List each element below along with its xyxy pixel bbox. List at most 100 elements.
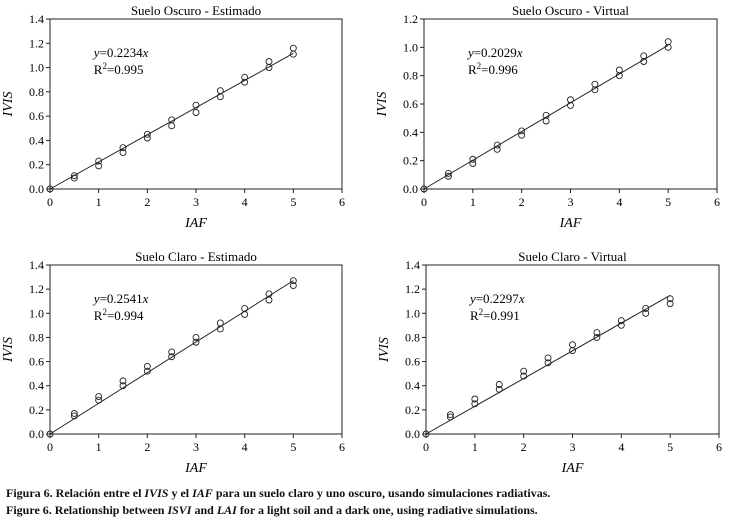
y-tick-label: 1.2 [29,282,44,296]
y-tick-label: 0.4 [29,379,44,393]
x-tick-label: 4 [616,195,622,209]
x-axis-label: IAF [184,216,207,231]
x-tick-label: 5 [667,440,673,454]
y-tick-label: 0.4 [29,133,44,147]
regression-line [423,44,669,190]
x-tick-label: 0 [47,195,53,209]
data-point [446,413,454,421]
caption-es-term1: IVIS [144,486,169,500]
data-point [471,395,479,403]
data-point [46,430,54,438]
y-tick-label: 0.2 [29,158,44,172]
y-tick-label: 0.8 [29,330,44,344]
y-tick-label: 0.2 [29,403,44,417]
data-point [520,372,528,380]
data-point [95,157,103,165]
data-point [70,410,78,417]
x-tick-label: 2 [144,440,150,454]
x-tick-label: 3 [570,440,576,454]
y-axis-label: IVIS [1,92,16,118]
data-point [241,305,249,312]
x-tick-label: 6 [339,440,345,454]
y-tick-label: 0.6 [405,355,420,369]
y-tick-label: 1.2 [405,282,420,296]
regression-equation: y=0.2234x [92,45,149,60]
y-tick-label: 0.8 [403,69,418,83]
data-point [642,309,650,317]
y-tick-label: 1.0 [29,306,44,320]
data-point [615,66,623,74]
data-point [446,411,454,419]
x-tick-label: 6 [339,195,345,209]
data-point [569,341,576,349]
chart-panel-2: Suelo Oscuro - Virtual 0 1 2 3 4 5 6 0.0 0.2 0.4 0.… [375,3,720,231]
data-point [119,149,127,157]
y-tick-label: 0.6 [29,355,44,369]
y-tick-label: 1.4 [29,258,44,272]
regression-equation: y=0.2029x [466,45,523,60]
y-tick-label: 1.0 [403,40,418,54]
y-tick-label: 0.0 [29,427,44,441]
x-tick-label: 0 [47,440,53,454]
y-tick-label: 1.4 [405,258,420,272]
x-tick-label: 3 [193,440,199,454]
x-tick-label: 4 [242,195,248,209]
y-tick-label: 1.4 [29,12,44,26]
data-point [666,300,674,308]
data-point [168,122,176,130]
chart-title: Suelo Oscuro - Estimado [131,3,261,18]
caption-es-mid: y el [168,486,193,500]
regression-equation: y=0.2541x [92,291,149,306]
data-point [95,393,103,401]
regression-line [49,52,294,190]
data-point [192,101,200,109]
caption-en-term2: LAI [216,503,237,517]
data-point [520,367,528,375]
data-point [119,144,127,152]
data-point [617,321,625,329]
data-point [289,277,297,285]
caption-es-suffix: para un suelo claro y uno oscuro, usando… [212,486,551,500]
y-axis-label: IVIS [1,337,16,363]
chart-panel-1: Suelo Oscuro - Estimado 0 1 2 3 4 5 6 0.0 0.2 0.4 0… [1,3,345,231]
r-squared-label: R2=0.995 [94,61,144,77]
data-point [265,290,273,298]
data-point [444,169,452,177]
data-point [265,296,273,304]
data-point [593,333,601,341]
chart-title: Suelo Claro - Estimado [135,249,257,264]
chart-title: Suelo Oscuro - Virtual [512,3,629,18]
x-tick-label: 5 [290,195,296,209]
data-point [469,155,477,163]
data-point [265,58,273,65]
data-point [216,319,224,327]
x-tick-label: 5 [665,195,671,209]
caption-es-term2: IAF [192,486,213,500]
data-point [143,362,151,370]
regression-equation: y=0.2297x [468,291,525,306]
caption-english: Figure 6. Relationship between ISVI and … [6,503,538,518]
data-point [544,359,552,367]
y-axis-label: IVIS [377,337,392,363]
chart-panel-4: Suelo Claro - Virtual 0 1 2 3 4 5 6 0.0 0.2 0.4 0.6… [377,249,722,476]
data-point [567,96,574,104]
data-point [70,174,78,182]
data-point [168,116,176,124]
data-point [95,162,103,170]
x-tick-label: 6 [716,440,722,454]
data-point [168,353,176,361]
x-axis-label: IAF [561,461,584,476]
data-point [70,412,78,420]
x-tick-label: 3 [568,195,574,209]
x-tick-label: 2 [521,440,527,454]
x-tick-label: 1 [96,440,102,454]
data-point [444,172,452,180]
y-tick-label: 0.6 [403,97,418,111]
caption-en-term1: ISVI [167,503,192,517]
x-tick-label: 6 [714,195,720,209]
data-point [192,333,200,341]
x-axis-label: IAF [184,461,207,476]
data-point [422,430,430,438]
data-point [192,109,200,116]
